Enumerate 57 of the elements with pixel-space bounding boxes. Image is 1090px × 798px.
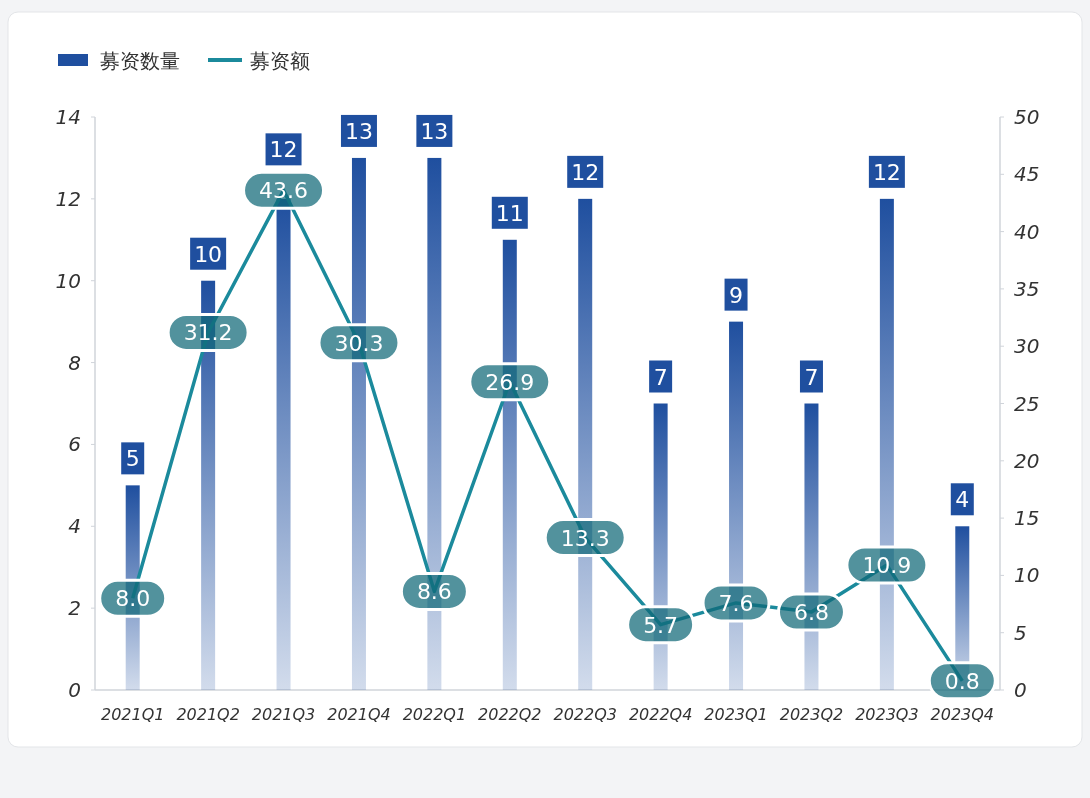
data-label: 13 <box>344 118 373 144</box>
y2-tick-label: 0 <box>1014 678 1027 702</box>
data-label: 31.2 <box>183 320 233 346</box>
x-tick-label: 2021Q2 <box>176 705 240 724</box>
y-tick-label: 0 <box>68 678 81 702</box>
y2-tick-label: 50 <box>1014 105 1040 129</box>
x-tick-label: 2021Q1 <box>100 705 165 724</box>
y2-tick-label: 5 <box>1014 620 1027 645</box>
data-label: 7 <box>653 364 668 390</box>
data-label: 11 <box>495 200 524 226</box>
data-label: 43.6 <box>259 178 309 204</box>
x-tick-label: 2022Q4 <box>628 705 693 724</box>
y-tick-label: 4 <box>68 514 81 539</box>
y2-tick-label: 15 <box>1014 506 1040 531</box>
data-label: 26.9 <box>485 369 535 395</box>
data-label: 0.8 <box>944 668 980 694</box>
x-tick-label: 2022Q3 <box>553 705 617 724</box>
data-label: 8.0 <box>115 586 151 612</box>
x-tick-label: 2022Q2 <box>478 705 542 724</box>
data-label: 8.6 <box>416 579 452 605</box>
legend-label: 募资额 <box>250 49 310 73</box>
data-label: 12 <box>872 159 901 185</box>
x-tick-label: 2023Q1 <box>704 705 768 724</box>
data-label: 9 <box>729 282 744 308</box>
data-label: 5.7 <box>643 612 679 638</box>
data-label: 12 <box>571 159 600 185</box>
data-label: 10.9 <box>862 553 912 579</box>
x-tick-label: 2023Q3 <box>855 705 919 724</box>
data-label: 7 <box>804 364 819 390</box>
data-label: 6.8 <box>793 600 829 626</box>
data-label: 12 <box>269 137 298 163</box>
y-tick-label: 14 <box>55 105 81 129</box>
y2-tick-label: 40 <box>1014 219 1040 244</box>
x-tick-label: 2021Q3 <box>251 705 316 724</box>
y2-tick-label: 35 <box>1014 276 1040 301</box>
x-tick-label: 2023Q2 <box>779 705 844 724</box>
y-tick-label: 10 <box>55 268 81 293</box>
y2-tick-label: 25 <box>1014 391 1040 416</box>
y2-tick-label: 30 <box>1014 334 1040 359</box>
x-tick-label: 2021Q4 <box>327 705 391 724</box>
data-label: 7.6 <box>718 590 754 616</box>
legend-label: 募资数量 <box>100 49 180 73</box>
y-tick-label: 6 <box>68 432 81 457</box>
data-label: 4 <box>955 487 970 513</box>
data-label: 30.3 <box>334 330 384 356</box>
y2-tick-label: 10 <box>1014 563 1040 588</box>
data-label: 10 <box>194 241 223 267</box>
data-label: 13.3 <box>560 525 610 551</box>
y-tick-label: 2 <box>68 596 81 621</box>
x-tick-label: 2022Q1 <box>402 705 467 724</box>
y2-tick-label: 20 <box>1014 448 1040 473</box>
y-tick-label: 12 <box>55 186 81 211</box>
x-tick-label: 2023Q4 <box>930 705 995 724</box>
data-label: 13 <box>420 118 449 144</box>
y2-tick-label: 45 <box>1014 162 1040 187</box>
data-label: 5 <box>125 446 140 472</box>
y-tick-label: 8 <box>68 350 81 375</box>
